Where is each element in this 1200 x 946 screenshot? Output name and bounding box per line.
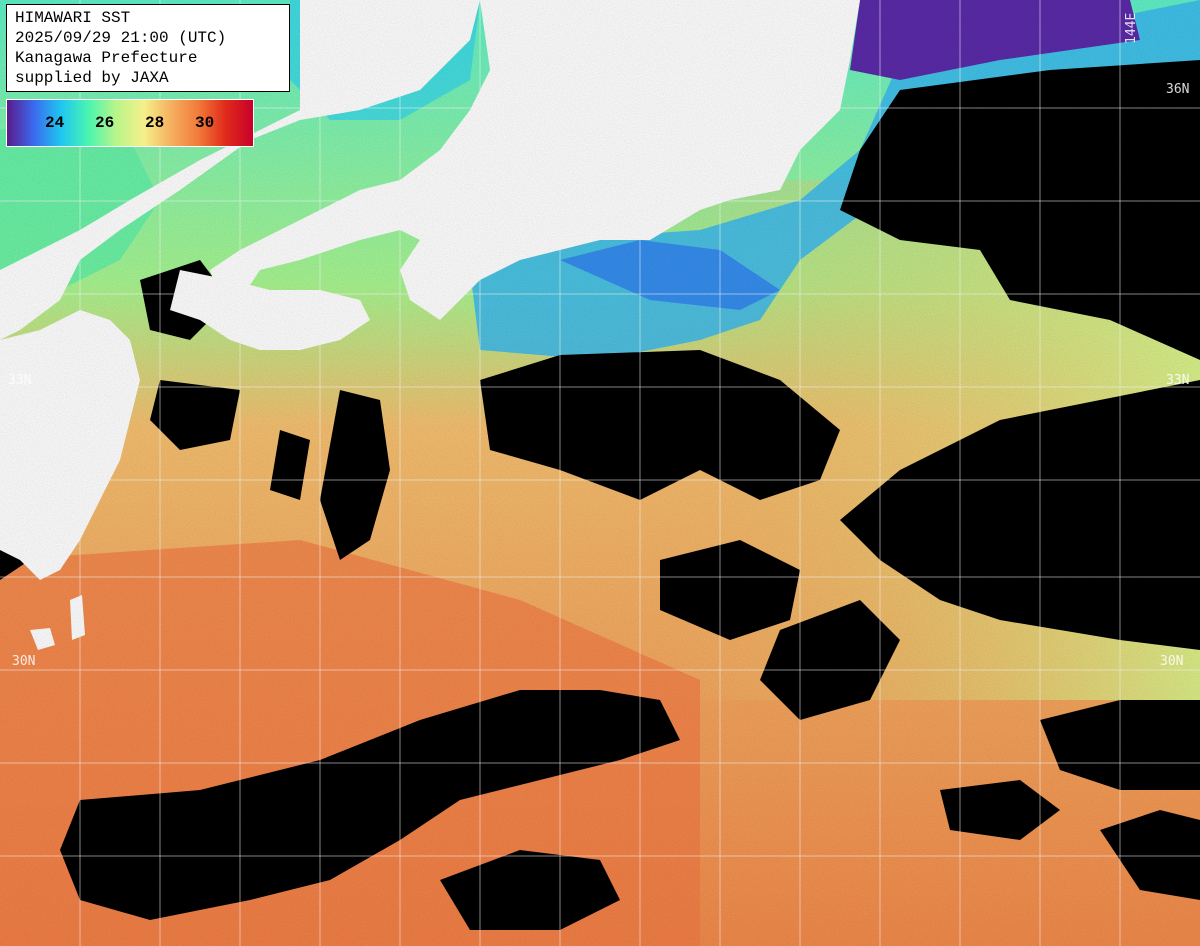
colorbar-tick-30: 30	[195, 114, 215, 132]
lat-label-36n: 36N	[1166, 82, 1190, 97]
info-box: HIMAWARI SST 2025/09/29 21:00 (UTC) Kana…	[6, 4, 290, 92]
map-datetime: 2025/09/29 21:00 (UTC)	[15, 29, 227, 47]
colorbar-tick-24: 24	[45, 114, 65, 132]
lat-label-33n-west: 33N	[8, 373, 32, 388]
lon-label-144e: 144E	[1124, 12, 1139, 44]
map-organization: Kanagawa Prefecture	[15, 49, 198, 67]
map-title: HIMAWARI SST	[15, 9, 131, 27]
lat-label-33n-east: 33N	[1166, 373, 1190, 388]
colorbar-tick-28: 28	[145, 114, 165, 132]
temperature-colorbar: 24 26 28 30	[6, 99, 254, 147]
lat-label-30n-west: 30N	[12, 654, 36, 669]
map-credit: supplied by JAXA	[15, 69, 169, 87]
lat-label-30n-east: 30N	[1160, 654, 1184, 669]
colorbar-tick-26: 26	[95, 114, 115, 132]
